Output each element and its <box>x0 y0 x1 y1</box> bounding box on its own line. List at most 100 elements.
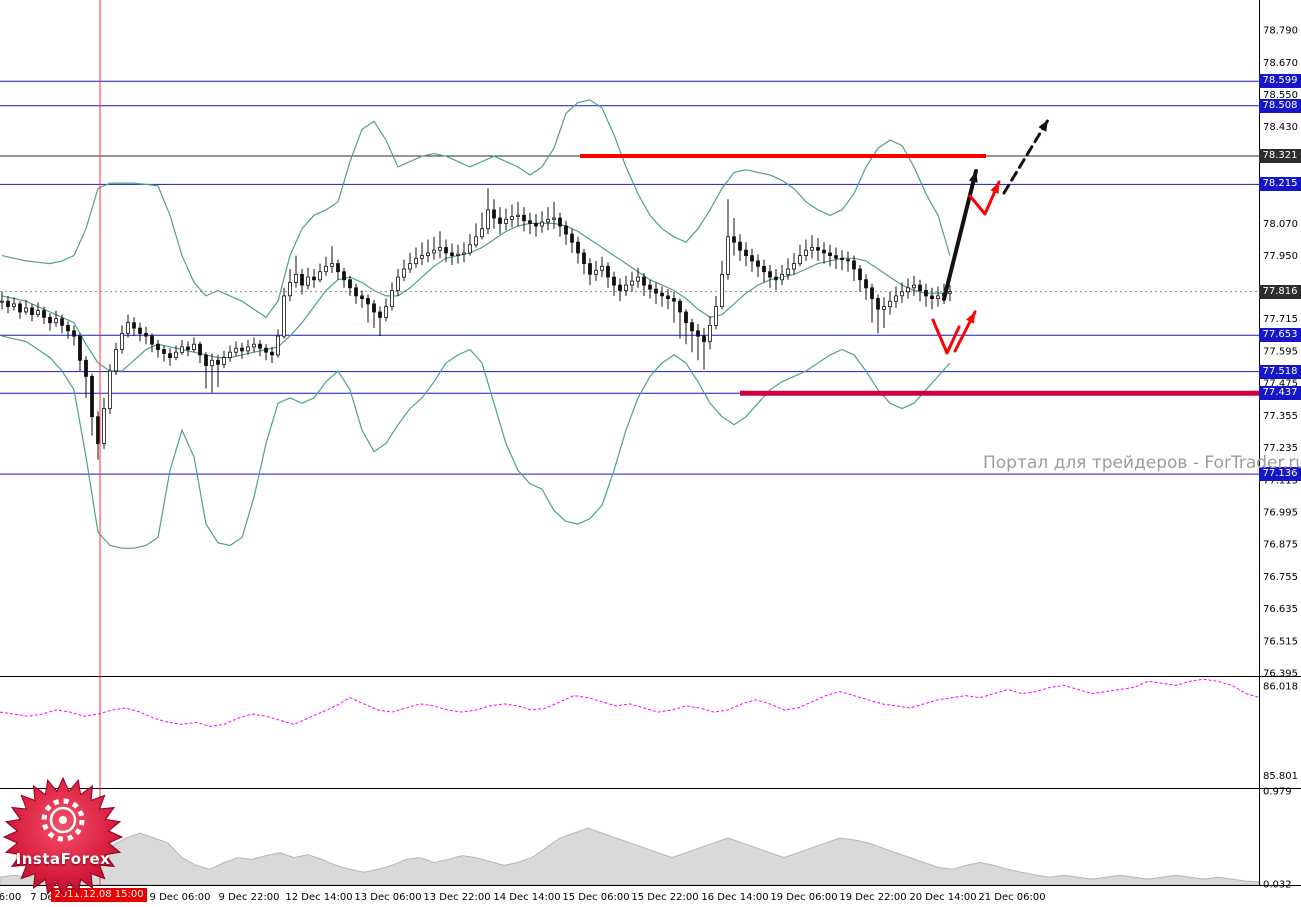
candle-body <box>48 316 52 324</box>
candle-body <box>720 273 724 307</box>
candle-body <box>756 260 760 267</box>
candle-body <box>42 310 46 318</box>
price-tick-label: 76.875 <box>1263 540 1298 551</box>
price-tick-label: 78.430 <box>1263 122 1298 133</box>
candle-body <box>216 359 220 365</box>
price-tag: 78.321 <box>1259 149 1301 163</box>
candle-body <box>618 284 622 291</box>
candle-body <box>66 324 70 332</box>
candle-body <box>606 265 610 278</box>
price-tick-label: 0.032 <box>1263 879 1292 890</box>
candle-body <box>750 255 754 262</box>
candle-body <box>528 220 532 224</box>
candle-body <box>516 214 520 218</box>
candle-body <box>294 273 298 283</box>
time-tick-label: 7 De <box>30 892 53 903</box>
price-tag: 78.508 <box>1259 99 1301 113</box>
watermark-text: Портал для трейдеров - ForTrader.ru <box>983 453 1301 473</box>
pullback-mark-upper <box>968 180 1001 216</box>
candle-body <box>918 284 922 291</box>
gear-hub <box>59 816 67 824</box>
time-tick-label: 14 Dec 14:00 <box>493 892 560 903</box>
candle-body <box>462 252 466 255</box>
price-tick-label: 78.790 <box>1263 26 1298 37</box>
price-tick-label: 76.395 <box>1263 669 1298 680</box>
candle-body <box>90 375 94 418</box>
candle-body <box>924 290 928 297</box>
candle-body <box>786 268 790 275</box>
candle-body <box>690 322 694 332</box>
gear-ring <box>49 806 77 834</box>
candle-body <box>0 300 4 303</box>
candle-body <box>648 284 652 290</box>
candle-body <box>36 310 40 316</box>
candle-body <box>234 347 238 353</box>
candle-body <box>312 276 316 281</box>
bollinger-lower <box>1 335 951 549</box>
candle-body <box>870 287 874 299</box>
candle-body <box>882 306 886 310</box>
candle-body <box>834 255 838 259</box>
candle-body <box>168 353 172 359</box>
candle-body <box>264 347 268 353</box>
candle-body <box>792 263 796 270</box>
candle-body <box>906 287 910 293</box>
indicator-line <box>0 678 1261 727</box>
candle-body <box>450 252 454 256</box>
y-axis-labels: 78.790 78.670 78.550 78.430 78.070 77.950 77.7… <box>1263 26 1298 891</box>
candle-body <box>144 332 148 337</box>
time-tick-label: 9 Dec 22:00 <box>219 892 280 903</box>
candle-body <box>936 295 940 299</box>
candle-body <box>138 327 142 334</box>
price-tick-label: 76.755 <box>1263 572 1298 583</box>
candle-body <box>132 322 136 329</box>
price-tag: 78.215 <box>1259 177 1301 191</box>
candle-body <box>222 357 226 365</box>
time-tick-label: 13 Dec 22:00 <box>423 892 490 903</box>
price-tick-label: 77.475 <box>1263 379 1298 390</box>
candle-body <box>78 335 82 361</box>
candle-body <box>564 225 568 235</box>
candle-body <box>804 249 808 256</box>
time-tick-label: 6:00 <box>0 892 21 903</box>
trend-segments <box>580 154 1259 396</box>
candle-body <box>552 217 556 220</box>
candle-body <box>828 252 832 256</box>
candle-body <box>948 291 952 294</box>
candle-body <box>252 343 256 348</box>
candle-body <box>816 247 820 251</box>
candle-body <box>84 359 88 377</box>
time-tick-label: 19 Dec 06:00 <box>770 892 837 903</box>
candle-body <box>240 347 244 352</box>
candle-body <box>708 324 712 342</box>
candle-body <box>576 241 580 254</box>
candle-body <box>354 287 358 297</box>
price-tick-label: 85.801 <box>1263 771 1298 782</box>
price-tick-label: 0.979 <box>1263 787 1292 798</box>
candle-body <box>570 233 574 243</box>
candle-body <box>666 295 670 299</box>
starburst-shape <box>2 776 124 898</box>
candle-body <box>372 303 376 313</box>
annotations <box>931 118 1050 355</box>
candle-body <box>270 351 274 356</box>
price-tick-label: 76.515 <box>1263 636 1298 647</box>
logo-label: InstaForex <box>15 850 111 868</box>
time-tick-label: 15 Dec 22:00 <box>631 892 698 903</box>
candlesticks <box>0 188 952 460</box>
candle-body <box>864 279 868 289</box>
candle-body <box>72 330 76 337</box>
candle-body <box>822 249 826 254</box>
candle-body <box>744 249 748 256</box>
projection-arrow-solid <box>942 169 978 301</box>
candle-body <box>654 288 658 294</box>
price-tick-label: 77.235 <box>1263 443 1298 454</box>
candle-body <box>198 343 202 356</box>
candle-body <box>624 284 628 291</box>
candle-body <box>504 218 508 224</box>
price-tick-label: 77.950 <box>1263 251 1298 262</box>
price-tag: 77.136 <box>1259 467 1301 481</box>
candle-body <box>402 268 406 278</box>
